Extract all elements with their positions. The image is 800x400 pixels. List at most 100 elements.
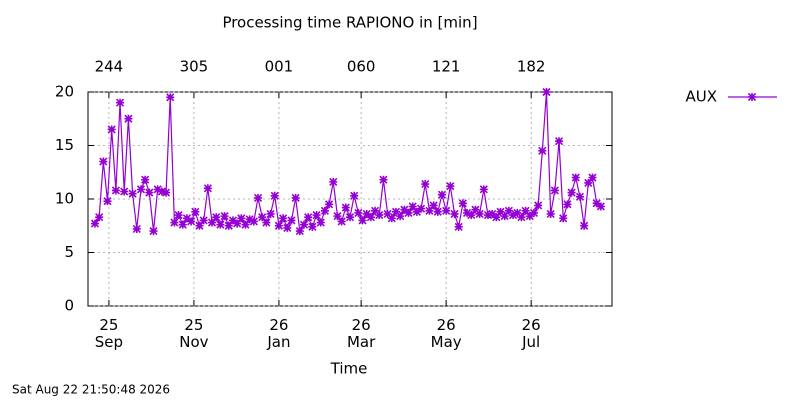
point [295, 227, 304, 236]
point [149, 227, 158, 236]
point [216, 220, 225, 229]
point [224, 221, 233, 230]
point [241, 220, 250, 229]
point [212, 213, 221, 222]
point [132, 224, 141, 234]
point [299, 220, 309, 229]
x-tick-label: 26 Jul [521, 316, 541, 351]
y-tick-label: 20 [55, 83, 74, 101]
point [588, 173, 597, 182]
point [237, 214, 246, 223]
legend-label: AUX [685, 88, 717, 106]
point [492, 213, 501, 222]
point [542, 87, 551, 97]
point [488, 209, 497, 219]
point [304, 213, 313, 222]
x2-tick-label: 305 [180, 58, 209, 76]
point [90, 219, 100, 228]
point [233, 219, 242, 228]
point [592, 199, 601, 208]
point [120, 187, 129, 196]
y-tick-label: 5 [64, 243, 74, 261]
point [546, 209, 555, 219]
point [504, 206, 513, 215]
x-tick-label: 25 Nov [179, 316, 209, 351]
point [429, 201, 438, 210]
point [270, 191, 279, 200]
point [274, 221, 283, 230]
point [128, 189, 137, 198]
point [141, 175, 150, 184]
point [115, 98, 125, 107]
point [266, 209, 275, 219]
point [345, 213, 355, 222]
y-tick-label: 10 [55, 190, 74, 208]
x-tick-label: 26 Mar [346, 316, 376, 351]
point [400, 205, 409, 214]
point [320, 206, 329, 215]
point [371, 206, 380, 215]
point [174, 210, 183, 220]
point [166, 93, 175, 102]
point [228, 216, 238, 225]
point [575, 192, 585, 201]
point [157, 187, 166, 196]
point [161, 188, 171, 197]
point [291, 193, 300, 202]
point [580, 221, 589, 230]
point [199, 216, 208, 225]
point [446, 182, 455, 191]
point [462, 208, 472, 217]
point [354, 208, 363, 217]
chart-title: Processing time RAPIONO in [min] [222, 14, 477, 32]
point [341, 203, 350, 212]
point [253, 193, 263, 202]
point [136, 185, 146, 194]
point [529, 208, 539, 217]
point [458, 199, 467, 208]
point [283, 223, 292, 232]
point [308, 222, 317, 231]
point [207, 218, 217, 227]
point [362, 209, 371, 219]
x-tick-label: 25 Sep [94, 316, 124, 351]
point [145, 188, 154, 197]
point [437, 190, 447, 199]
point [417, 204, 426, 213]
point [508, 210, 518, 220]
point [111, 186, 120, 195]
point [337, 217, 346, 226]
point [333, 212, 342, 221]
point [396, 212, 405, 221]
point [596, 202, 605, 211]
point [178, 220, 187, 229]
point [391, 207, 401, 216]
point [245, 215, 254, 224]
point [534, 201, 543, 210]
x-tick-label: 26 Jan [267, 316, 291, 351]
x2-tick-label: 060 [347, 58, 376, 76]
point [538, 146, 547, 155]
timestamp: Sat Aug 22 21:50:48 2026 [12, 383, 170, 397]
point [182, 214, 192, 223]
point [325, 200, 334, 209]
point [567, 188, 576, 197]
point [483, 210, 493, 220]
point [258, 213, 267, 222]
point [124, 114, 133, 123]
point [554, 137, 564, 146]
point [99, 157, 108, 166]
point [559, 214, 568, 223]
point [203, 184, 212, 193]
x2-tick-label: 001 [265, 58, 294, 76]
point [571, 173, 580, 182]
point [191, 207, 200, 216]
point [521, 206, 530, 215]
point [287, 216, 296, 225]
point [262, 218, 271, 227]
point [95, 213, 104, 222]
point [312, 210, 321, 220]
point [170, 218, 179, 227]
